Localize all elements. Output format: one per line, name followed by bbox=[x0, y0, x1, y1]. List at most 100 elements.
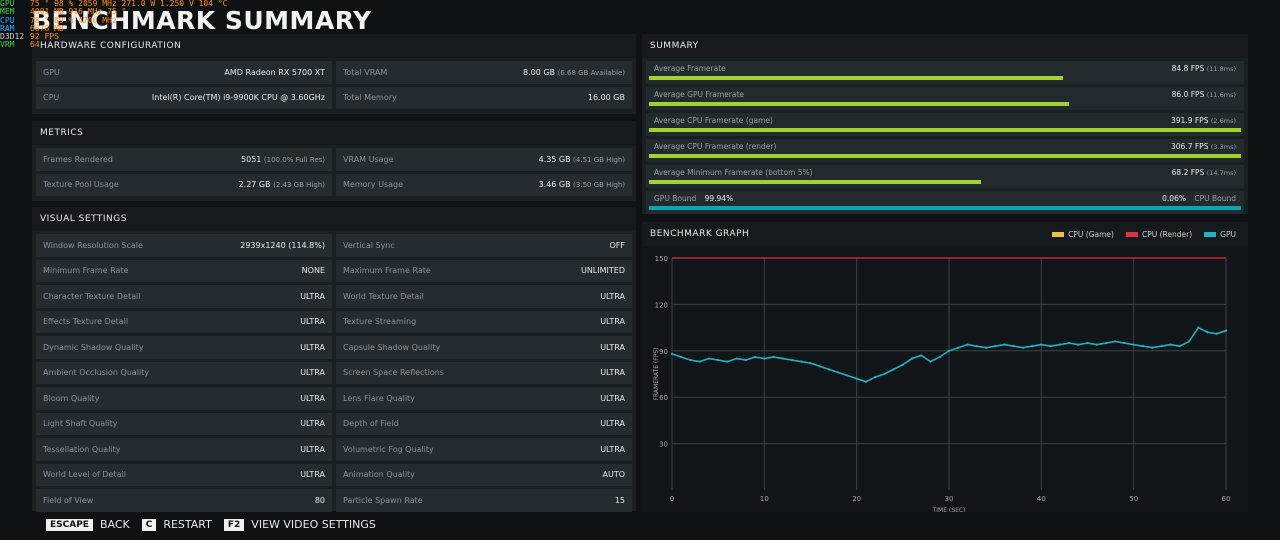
hint-restart[interactable]: C RESTART bbox=[141, 518, 212, 531]
legend-label: CPU (Game) bbox=[1068, 230, 1114, 239]
row-world-level-of-detail: World Level of Detail ULTRA bbox=[36, 463, 332, 486]
gpu-data-point bbox=[1049, 345, 1052, 348]
setting-label: Field of View bbox=[43, 495, 94, 505]
gpu-data-point bbox=[929, 360, 932, 363]
summary-subvalue: (11.6ms) bbox=[1206, 90, 1236, 99]
gpu-data-point bbox=[910, 357, 914, 360]
setting-subvalue: (4.51 GB High) bbox=[573, 155, 625, 164]
setting-value: 8.00 GB (6.68 GB Available) bbox=[522, 67, 625, 77]
setting-value: 15 bbox=[614, 495, 625, 505]
legend-label: CPU (Render) bbox=[1141, 230, 1193, 239]
x-tick-label: 40 bbox=[1037, 495, 1046, 503]
setting-label: Total VRAM bbox=[343, 67, 388, 77]
summary-subvalue: (11.8ms) bbox=[1206, 64, 1236, 73]
setting-subvalue: (3.50 GB High) bbox=[573, 181, 625, 190]
key-f2: F2 bbox=[223, 518, 245, 531]
summary-label: Average CPU Framerate (game) bbox=[654, 115, 773, 125]
footer-hints: ESCAPE BACK C RESTART F2 VIEW VIDEO SETTINGS bbox=[46, 518, 376, 531]
gpu-bound-label: GPU Bound bbox=[654, 193, 697, 203]
setting-value: OFF bbox=[609, 240, 626, 250]
setting-value: ULTRA bbox=[300, 419, 325, 429]
gpu-data-point bbox=[883, 372, 886, 376]
setting-subvalue: (2.43 GB High) bbox=[273, 181, 325, 190]
setting-label: Dynamic Shadow Quality bbox=[43, 342, 144, 352]
setting-label: Bloom Quality bbox=[43, 393, 100, 403]
graph-background bbox=[642, 246, 1248, 512]
setting-label: GPU bbox=[43, 67, 60, 77]
setting-value: ULTRA bbox=[600, 393, 625, 403]
gpu-data-point bbox=[717, 358, 720, 362]
summary-row-average-cpu-framerate-game: Average CPU Framerate (game) 391.9 FPS (2… bbox=[646, 112, 1244, 136]
osd-values: 64 bbox=[30, 40, 40, 50]
gpu-data-point bbox=[827, 368, 831, 371]
gpu-data-point bbox=[680, 355, 683, 359]
summary-value: 84.8 FPS (11.8ms) bbox=[1171, 63, 1236, 73]
gpu-data-point bbox=[1151, 346, 1154, 349]
hint-label: BACK bbox=[99, 518, 130, 531]
osd-label: CPU bbox=[0, 15, 15, 25]
setting-value: ULTRA bbox=[300, 393, 325, 403]
setting-label: Minimum Frame Rate bbox=[43, 266, 129, 276]
setting-label: Texture Streaming bbox=[343, 317, 417, 327]
setting-label: World Texture Detail bbox=[343, 291, 424, 301]
benchmark-graph-header: BENCHMARK GRAPH bbox=[642, 222, 1248, 246]
osd-row-gpu: GPU 75 ° 98 % 2059 MHz 271.0 W 1.250 V 10… bbox=[0, 0, 227, 8]
setting-label: Particle Spawn Rate bbox=[343, 495, 423, 505]
gpu-data-point bbox=[772, 355, 775, 359]
y-tick-label: 150 bbox=[655, 255, 668, 263]
gpu-data-point bbox=[975, 345, 978, 348]
gpu-data-point bbox=[957, 346, 960, 349]
gpu-data-point bbox=[781, 357, 784, 360]
row-frames-rendered: Frames Rendered 5051 (100.0% Full Res) bbox=[36, 148, 332, 171]
hint-view-video-settings[interactable]: F2 VIEW VIDEO SETTINGS bbox=[223, 518, 376, 531]
x-tick-label: 20 bbox=[852, 495, 861, 503]
summary-row-average-framerate: Average Framerate 84.8 FPS (11.8ms) bbox=[646, 60, 1244, 84]
row-maximum-frame-rate: Maximum Frame Rate UNLIMITED bbox=[336, 259, 632, 282]
gpu-data-point bbox=[763, 357, 766, 360]
setting-value: 2939x1240 (114.8%) bbox=[240, 240, 325, 250]
setting-value: UNLIMITED bbox=[580, 266, 625, 276]
summary-subvalue: (14.7ms) bbox=[1206, 168, 1236, 177]
gpu-data-point bbox=[984, 346, 988, 349]
setting-value: Intel(R) Core(TM) i9-9900K CPU @ 3.60GHz bbox=[151, 93, 325, 103]
row-lens-flare-quality: Lens Flare Quality ULTRA bbox=[336, 387, 632, 410]
setting-value: ULTRA bbox=[300, 368, 325, 378]
gpu-data-point bbox=[790, 358, 794, 362]
row-minimum-frame-rate: Minimum Frame Rate NONE bbox=[36, 259, 332, 282]
setting-value: ULTRA bbox=[300, 291, 325, 301]
gpu-data-point bbox=[670, 352, 674, 355]
setting-subvalue: (100.0% Full Res) bbox=[263, 155, 325, 164]
gpu-data-point bbox=[938, 355, 941, 359]
row-particle-spawn-rate: Particle Spawn Rate 15 bbox=[336, 489, 632, 512]
row-capsule-shadow-quality: Capsule Shadow Quality ULTRA bbox=[336, 336, 632, 359]
row-tessellation-quality: Tessellation Quality ULTRA bbox=[36, 438, 332, 461]
x-axis-label: TIME (SEC) bbox=[932, 507, 966, 512]
hint-back[interactable]: ESCAPE BACK bbox=[46, 518, 130, 531]
metrics-panel: METRICS Frames Rendered 5051 (100.0% Full… bbox=[32, 121, 636, 201]
setting-label: Capsule Shadow Quality bbox=[343, 342, 441, 352]
setting-label: Window Resolution Scale bbox=[43, 240, 143, 250]
gpu-data-point bbox=[754, 355, 757, 359]
setting-label: Total Memory bbox=[343, 93, 397, 103]
summary-label: Average GPU Framerate bbox=[654, 89, 744, 99]
summary-bar bbox=[649, 128, 1241, 132]
summary-bar bbox=[649, 76, 1064, 80]
gpu-data-point bbox=[855, 377, 858, 380]
performance-overlay: GPU 75 ° 98 % 2059 MHz 271.0 W 1.250 V 10… bbox=[0, 0, 227, 50]
setting-value: 80 bbox=[314, 495, 325, 505]
row-screen-space-reflections: Screen Space Reflections ULTRA bbox=[336, 361, 632, 384]
setting-value: ULTRA bbox=[600, 291, 625, 301]
x-tick-label: 50 bbox=[1129, 495, 1138, 503]
gpu-data-point bbox=[1178, 345, 1181, 348]
row-effects-texture-detail: Effects Texture Detail ULTRA bbox=[36, 310, 332, 333]
osd-values: 6678 MB bbox=[30, 23, 64, 33]
y-tick-label: 60 bbox=[659, 394, 668, 402]
hardware-configuration-header: HARDWARE CONFIGURATION bbox=[32, 34, 636, 58]
x-tick-label: 10 bbox=[760, 495, 769, 503]
setting-value: 3.46 GB (3.50 GB High) bbox=[538, 180, 625, 190]
setting-value: 5051 (100.0% Full Res) bbox=[241, 154, 325, 164]
setting-value: AMD Radeon RX 5700 XT bbox=[224, 67, 325, 77]
gpu-data-point bbox=[920, 354, 923, 357]
row-ambient-occlusion-quality: Ambient Occlusion Quality ULTRA bbox=[36, 361, 332, 384]
summary-bar bbox=[649, 180, 981, 184]
